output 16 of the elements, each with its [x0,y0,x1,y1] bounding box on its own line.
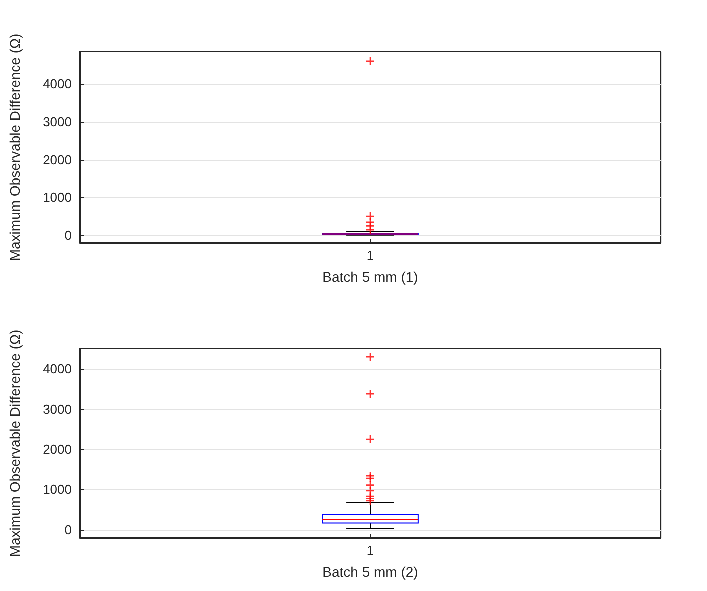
x-axis-title: Batch 5 mm (1) [322,269,418,285]
y-tick-label: 0 [64,228,72,243]
y-tick-label: 1000 [43,190,72,206]
x-tick-label: 1 [366,543,374,558]
y-tick-label: 4000 [43,76,72,92]
y-tick-label: 4000 [43,362,72,377]
x-tick-label: 1 [366,248,374,263]
y-tick-label: 2000 [43,152,72,168]
y-axis-title: Maximum Observable Difference (Ω) [7,34,23,262]
y-tick-label: 3000 [43,114,72,130]
y-tick-label: 0 [64,522,72,538]
y-axis-title: Maximum Observable Difference (Ω) [7,330,23,558]
x-axis-title: Batch 5 mm (2) [322,564,418,580]
y-tick-label: 1000 [43,482,72,498]
y-tick-label: 3000 [43,402,72,417]
y-tick-label: 2000 [43,442,72,458]
